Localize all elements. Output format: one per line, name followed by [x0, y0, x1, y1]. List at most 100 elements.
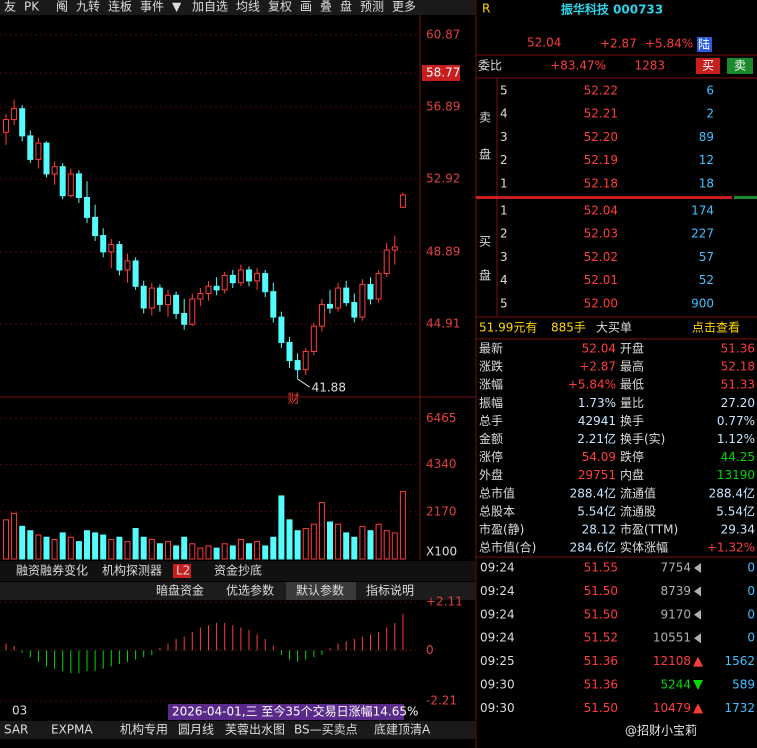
tick-arrow: [694, 563, 701, 573]
stat-value: 288.4亿: [709, 485, 755, 500]
side-label: 盘: [479, 268, 491, 283]
big-order: 大买单: [596, 321, 632, 335]
tab-bar: [0, 561, 475, 581]
candle-body: [148, 287, 155, 309]
candle-body: [213, 285, 220, 291]
toolbar-item[interactable]: 叠: [320, 0, 332, 14]
candle-body: [51, 166, 58, 175]
toolbar-item[interactable]: 预测: [360, 0, 384, 14]
bottom-tab[interactable]: SAR: [4, 723, 28, 737]
big-order: 885手: [551, 321, 586, 335]
bottom-tab[interactable]: EXPMA: [51, 723, 93, 737]
candle-body: [197, 293, 204, 300]
volume-bar: [11, 512, 18, 560]
toolbar-item[interactable]: 友: [4, 0, 16, 14]
tab[interactable]: 资金抄底: [214, 563, 262, 578]
candle-body: [254, 273, 261, 282]
tick-volume: 10479: [653, 701, 691, 715]
side-label: 盘: [479, 147, 491, 162]
candle-body: [335, 287, 342, 309]
toolbar-item[interactable]: 连板: [108, 0, 132, 14]
candle-body: [173, 294, 180, 314]
bottom-tab[interactable]: BS—买卖点: [294, 723, 358, 737]
tick-count: 0: [747, 561, 755, 575]
big-order-link[interactable]: 点击查看: [692, 321, 740, 335]
bid-price: 52.03: [584, 227, 618, 241]
tick-arrow: [693, 703, 703, 714]
stat-value: 5.54亿: [716, 503, 755, 518]
toolbar-item[interactable]: 均线: [236, 0, 260, 14]
sell-btn-bg[interactable]: [727, 58, 753, 74]
toolbar-item[interactable]: 复权: [268, 0, 292, 14]
toolbar-item[interactable]: 九转: [76, 0, 100, 14]
sell-btn[interactable]: 卖: [734, 59, 746, 73]
tick-volume: 10551: [653, 631, 691, 645]
tick-arrow: [694, 586, 701, 597]
candle-body: [75, 173, 82, 198]
candle-body: [278, 316, 285, 343]
toolbar-item[interactable]: PK: [24, 0, 40, 14]
ask-price: 52.18: [584, 176, 618, 190]
candle-body: [108, 244, 115, 253]
bottom-tab[interactable]: 芙蓉出水图: [225, 723, 285, 737]
level: 2: [500, 227, 508, 241]
volume-bar: [327, 521, 333, 560]
tab[interactable]: 融资融券变化: [16, 563, 88, 578]
bid-price: 52.04: [584, 204, 618, 218]
subtab[interactable]: 指标说明: [366, 583, 414, 598]
tick-price: 51.55: [584, 561, 618, 575]
tick-count: 1732: [724, 701, 755, 715]
tick-volume: 12108: [653, 654, 691, 668]
market-badge: [697, 37, 712, 52]
bottom-tab[interactable]: 圆月线: [178, 723, 214, 737]
toolbar-item[interactable]: ▼: [172, 0, 182, 14]
candle-body: [116, 244, 123, 271]
buy-btn[interactable]: 买: [702, 59, 714, 73]
candle-body: [229, 274, 236, 284]
tick-price: 51.50: [584, 701, 618, 715]
volume-bar: [383, 530, 390, 560]
subtab[interactable]: 暗盘资金: [156, 583, 204, 598]
bottom-tab[interactable]: 底建顶清A: [374, 722, 431, 737]
volume-bar: [181, 536, 188, 560]
tick-arrow: [693, 656, 703, 667]
low-pointer: [297, 378, 310, 388]
subtab[interactable]: 默认参数: [296, 583, 344, 598]
toolbar-item[interactable]: 更多: [392, 0, 416, 14]
toolbar-item[interactable]: 画: [300, 0, 312, 14]
volume-bar: [237, 538, 244, 560]
volume-bar: [165, 541, 171, 560]
candle-body: [302, 351, 309, 371]
toolbar-item[interactable]: 事件: [140, 0, 164, 14]
tick-time: 09:30: [480, 701, 515, 715]
candle-body: [367, 283, 374, 300]
ratio: +83.47%: [550, 59, 606, 73]
tick-count: 0: [747, 607, 755, 621]
candle-body: [351, 302, 358, 318]
tick-arrow: [693, 680, 703, 690]
volume-bar: [84, 530, 90, 560]
bar-red: [476, 196, 732, 199]
subtab[interactable]: 优选参数: [226, 583, 274, 598]
stat-label: 换手(实): [620, 431, 665, 446]
tab[interactable]: L2: [176, 564, 190, 578]
tick-time: 09:24: [480, 631, 515, 645]
tab[interactable]: 机构探测器: [102, 563, 162, 578]
stat-label: 总市值(合): [479, 540, 536, 555]
bid-price: 52.00: [584, 296, 618, 310]
toolbar-item[interactable]: 加自选: [192, 0, 228, 14]
buy-btn-bg[interactable]: [696, 58, 720, 74]
candle-body: [318, 303, 325, 327]
stat-value: 52.04: [582, 342, 616, 356]
volume-bar: [59, 532, 66, 560]
level: 5: [500, 84, 508, 98]
l2-badge: [173, 564, 191, 578]
toolbar-item[interactable]: 盘: [340, 0, 352, 14]
ask-volume: 89: [699, 130, 714, 144]
tick-price: 51.52: [584, 631, 618, 645]
tooltip-bg: [168, 704, 404, 720]
volume-bar: [318, 501, 325, 560]
toolbar-item[interactable]: 阄: [56, 0, 68, 14]
bottom-tab[interactable]: 机构专用: [120, 722, 168, 737]
y-tick-label: 52.92: [426, 171, 460, 185]
